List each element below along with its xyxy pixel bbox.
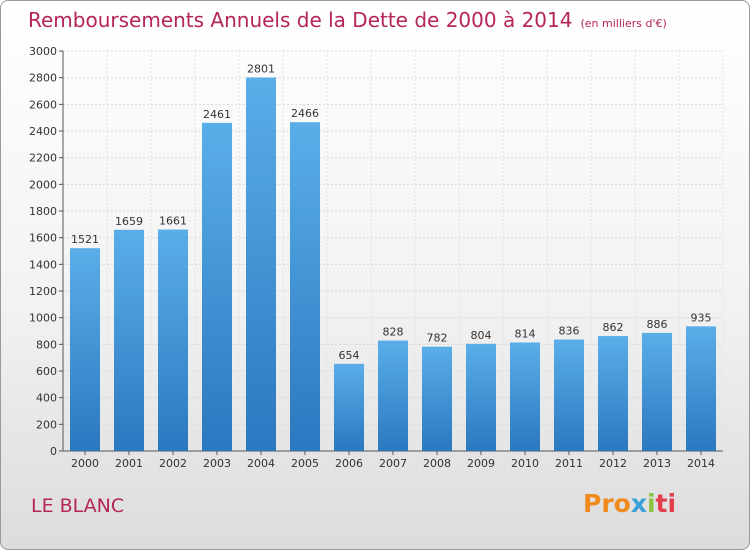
bar-2012 — [598, 336, 628, 451]
y-tick-label: 1600 — [29, 232, 57, 245]
bar-2013 — [642, 332, 672, 451]
y-tick-label: 200 — [36, 418, 57, 431]
y-tick-label: 400 — [36, 392, 57, 405]
chart-title: Remboursements Annuels de la Dette de 20… — [28, 8, 667, 32]
chart-title-text: Remboursements Annuels de la Dette de 20… — [28, 8, 573, 32]
y-tick-label: 2000 — [29, 178, 57, 191]
data-label: 1659 — [115, 215, 143, 228]
y-tick-label: 800 — [36, 338, 57, 351]
bars — [70, 77, 716, 452]
y-tick-label: 2200 — [29, 152, 57, 165]
y-tick-label: 2400 — [29, 125, 57, 138]
x-tick-label: 2014 — [687, 457, 715, 470]
data-label: 814 — [515, 327, 536, 340]
bar-2003 — [202, 122, 232, 451]
data-label: 782 — [427, 332, 448, 345]
logo-part-1: Pro — [583, 489, 631, 518]
bar-2005 — [290, 122, 320, 451]
logo-part-3: i — [646, 489, 656, 518]
x-tick-label: 2003 — [203, 457, 231, 470]
data-label: 2461 — [203, 108, 231, 121]
y-tick-label: 1200 — [29, 285, 57, 298]
bar-2010 — [510, 342, 540, 451]
chart-subtitle: (en milliers d'€) — [580, 17, 667, 30]
data-label: 886 — [647, 318, 668, 331]
bar-2009 — [466, 343, 496, 451]
x-tick-label: 2006 — [335, 457, 363, 470]
y-tick-label: 3000 — [29, 45, 57, 58]
x-tick-label: 2004 — [247, 457, 275, 470]
x-tick-label: 2005 — [291, 457, 319, 470]
logo-part-2: x — [630, 489, 647, 518]
bar-2011 — [554, 339, 584, 451]
data-label: 1661 — [159, 215, 187, 228]
axes: 0 200 400 600 800 1000 1200 1400 1600 1800 2000 220… — [29, 45, 723, 470]
x-tick-label: 2007 — [379, 457, 407, 470]
data-label: 862 — [603, 321, 624, 334]
bar-2007 — [378, 340, 408, 451]
bar-2000 — [70, 248, 100, 451]
x-tick-label: 2002 — [159, 457, 187, 470]
y-tick-label: 1000 — [29, 312, 57, 325]
y-tick-label: 0 — [50, 445, 57, 458]
logo-part-4: ti — [655, 489, 677, 518]
y-tick-label: 1400 — [29, 258, 57, 271]
data-label: 836 — [559, 325, 580, 338]
x-tick-label: 2000 — [71, 457, 99, 470]
bar-2004 — [246, 77, 276, 452]
bar-2006 — [334, 363, 364, 451]
data-label: 804 — [471, 329, 492, 342]
bar-2002 — [158, 229, 188, 451]
y-tick-label: 2600 — [29, 98, 57, 111]
x-tick-label: 2012 — [599, 457, 627, 470]
bar-2001 — [114, 229, 144, 451]
x-tick-label: 2011 — [555, 457, 583, 470]
data-label: 935 — [691, 311, 712, 324]
data-label: 2801 — [247, 63, 275, 76]
x-tick-label: 2001 — [115, 457, 143, 470]
x-tick-label: 2009 — [467, 457, 495, 470]
x-tick-label: 2008 — [423, 457, 451, 470]
city-name: LE BLANC — [31, 495, 125, 517]
proxiti-logo[interactable]: Proxiti — [583, 489, 676, 518]
y-tick-label: 2800 — [29, 72, 57, 85]
bar-2008 — [422, 346, 452, 451]
y-tick-label: 1800 — [29, 205, 57, 218]
y-tick-label: 600 — [36, 365, 57, 378]
data-label: 828 — [383, 326, 404, 339]
bar-2014 — [686, 326, 716, 451]
x-tick-label: 2010 — [511, 457, 539, 470]
x-tick-label: 2013 — [643, 457, 671, 470]
data-labels: 1521 1659 1661 2461 2801 2466 654 828 782 804 814 8… — [71, 63, 712, 362]
data-label: 654 — [339, 349, 360, 362]
data-label: 1521 — [71, 233, 99, 246]
data-label: 2466 — [291, 107, 319, 120]
